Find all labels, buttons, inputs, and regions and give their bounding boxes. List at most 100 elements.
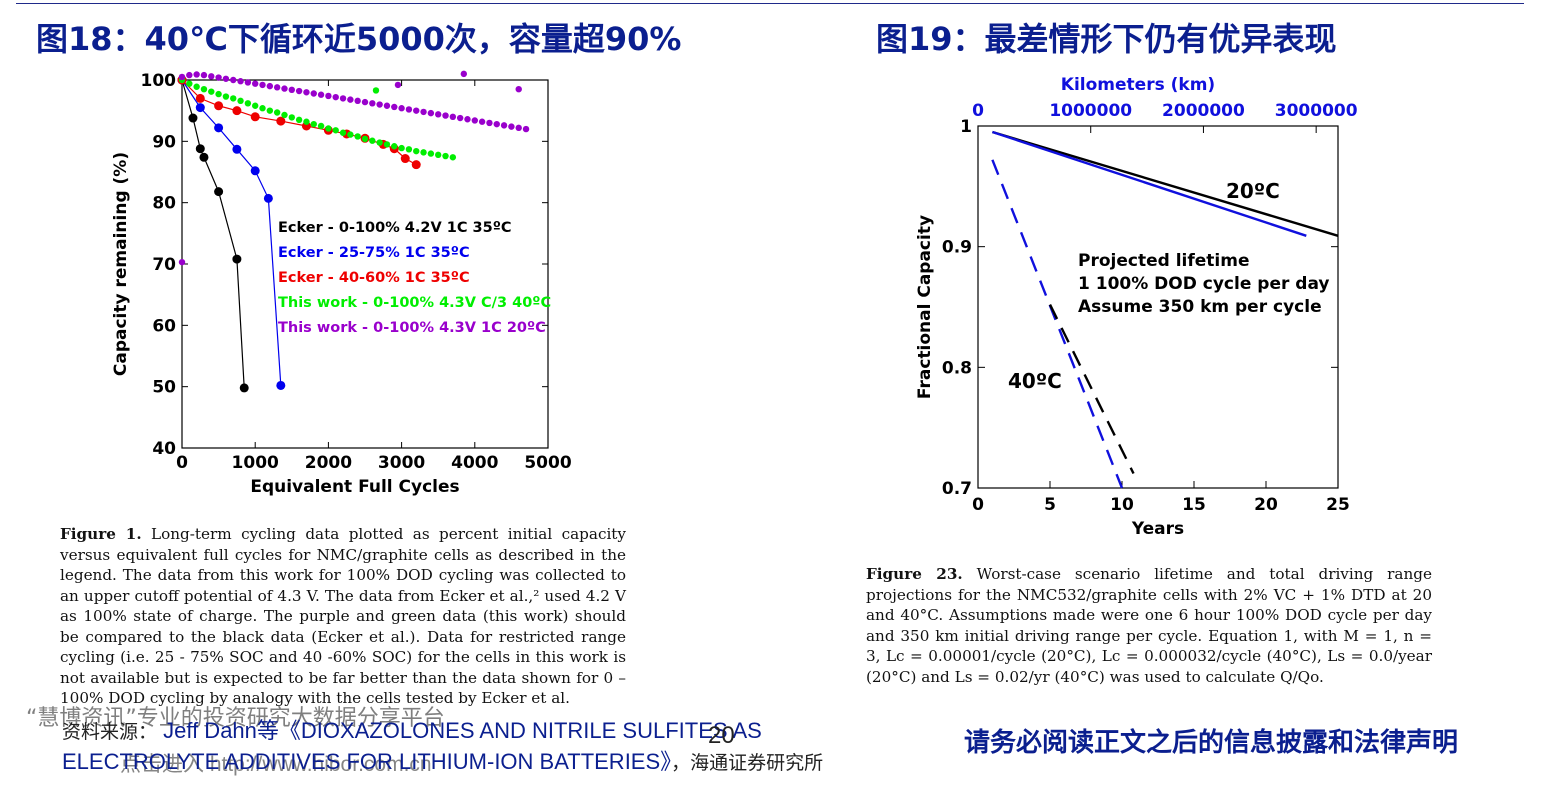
data-point	[178, 73, 186, 81]
data-point	[215, 90, 222, 98]
data-point	[186, 80, 193, 87]
data-point	[347, 131, 354, 138]
legal-disclaimer: 请务必阅读正文之后的信息披露和法律声明	[964, 728, 1459, 758]
data-point	[295, 116, 303, 124]
legend-entry: Ecker - 0-100% 4.2V 1C 35ºC	[278, 220, 512, 236]
data-point	[244, 79, 252, 86]
x2-tick-label: 3000000	[1275, 101, 1358, 121]
data-point	[369, 100, 376, 107]
y-tick-label: 80	[152, 194, 176, 214]
data-point	[188, 113, 198, 123]
data-point	[354, 97, 361, 105]
data-point	[276, 380, 286, 390]
data-point	[303, 118, 310, 125]
right-figure-title: 图19：最差情形下仍有优异表现	[876, 20, 1337, 58]
x-axis-label: Years	[1131, 519, 1184, 539]
y-tick-label: 40	[152, 439, 176, 459]
data-point	[411, 160, 421, 170]
data-point	[464, 116, 471, 123]
data-point	[288, 86, 295, 94]
x-tick-label: 2000	[305, 453, 352, 473]
data-point	[376, 101, 383, 108]
data-point	[391, 143, 398, 150]
data-point	[398, 105, 405, 112]
label-20c: 20ºC	[1226, 179, 1280, 203]
series-line	[181, 79, 282, 386]
data-point	[456, 114, 464, 122]
data-point	[332, 127, 339, 134]
projection-note-line: 1 100% DOD cycle per day	[1078, 274, 1330, 294]
data-point	[310, 90, 317, 97]
data-point	[449, 113, 457, 120]
data-point	[413, 107, 420, 114]
right-caption-text: Worst-case scenario lifetime and total d…	[866, 565, 1432, 686]
data-point	[200, 71, 208, 79]
left-caption-label: Figure 1.	[60, 525, 142, 543]
data-point	[193, 83, 200, 90]
data-point	[522, 125, 530, 133]
legend-entry: Ecker - 25-75% 1C 35ºC	[278, 245, 470, 261]
data-point	[178, 258, 186, 266]
data-point	[230, 76, 237, 84]
data-point	[339, 129, 347, 136]
x-tick-label: 20	[1254, 495, 1278, 515]
y-tick-label: 50	[152, 378, 176, 398]
x-axis-label: Equivalent Full Cycles	[250, 477, 459, 497]
x-tick-label: 4000	[451, 453, 498, 473]
data-point	[394, 81, 402, 89]
source-suffix: ，海通证券研究所	[671, 752, 824, 774]
data-point	[186, 71, 193, 79]
data-point	[214, 101, 224, 111]
projection-line-1	[992, 130, 1307, 237]
data-point	[266, 82, 274, 90]
data-point	[215, 74, 222, 81]
data-point	[195, 103, 205, 113]
x2-tick-label: 1000000	[1049, 101, 1132, 121]
data-point	[288, 114, 295, 121]
x-tick-label: 5000	[524, 453, 571, 473]
x-tick-label: 5	[1044, 495, 1056, 515]
legend-entry: Ecker - 40-60% 1C 35ºC	[278, 270, 470, 286]
data-point	[325, 125, 332, 132]
data-point	[500, 122, 508, 129]
x-tick-label: 3000	[378, 453, 425, 473]
data-point	[317, 122, 325, 130]
data-point	[420, 108, 427, 116]
data-point	[250, 112, 260, 122]
data-point	[214, 187, 224, 197]
y-tick-label: 60	[152, 316, 176, 336]
data-point	[232, 106, 242, 116]
data-point	[195, 144, 205, 154]
page-number: 20	[708, 722, 735, 749]
data-point	[273, 84, 281, 91]
data-point	[427, 109, 435, 117]
projection-line-3	[1048, 304, 1135, 475]
data-point	[449, 154, 457, 161]
projection-note-line: Projected lifetime	[1078, 251, 1249, 271]
data-point	[427, 150, 435, 157]
data-point	[383, 141, 391, 148]
y-axis-label: Fractional Capacity	[915, 215, 935, 399]
watermark-url[interactable]: 点击进入 http://www.hibor.com.cn	[120, 753, 432, 776]
data-point	[266, 107, 274, 114]
data-point	[222, 75, 230, 82]
data-point	[478, 118, 486, 125]
data-point	[435, 111, 442, 118]
data-point	[442, 152, 449, 160]
y-tick-label: 0.8	[942, 358, 972, 378]
source-prefix: 资料来源：	[62, 721, 158, 743]
projection-line-2	[991, 159, 1124, 489]
data-point	[398, 144, 405, 152]
y-tick-label: 0.7	[942, 479, 972, 499]
data-point	[214, 123, 224, 133]
series-line	[181, 79, 245, 388]
data-point	[252, 102, 259, 109]
data-point	[200, 86, 208, 93]
x-tick-label: 15	[1182, 495, 1206, 515]
data-point	[263, 193, 273, 203]
data-point	[471, 117, 478, 124]
data-point	[405, 106, 413, 113]
data-point	[295, 87, 303, 95]
data-point	[493, 120, 500, 128]
data-point	[237, 97, 244, 105]
